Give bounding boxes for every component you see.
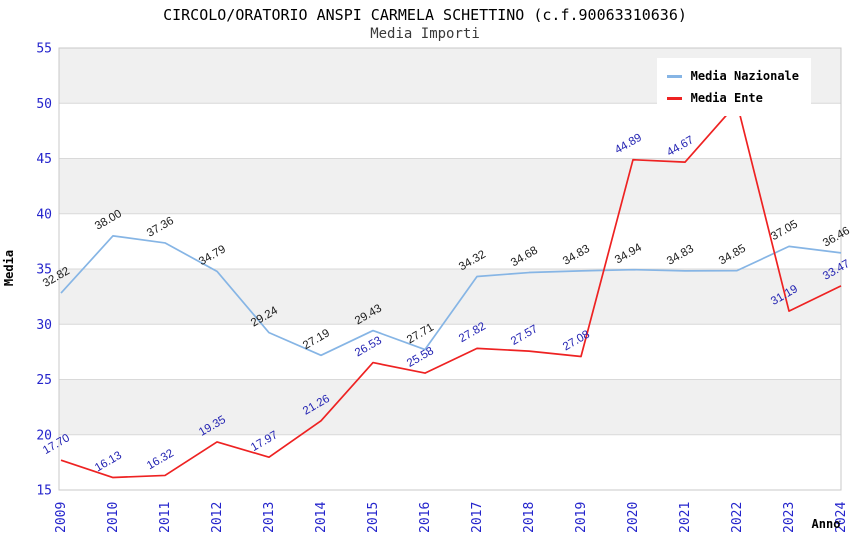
x-tick-label: 2019 [574,502,589,533]
x-tick-label: 2014 [314,502,329,533]
chart-title: CIRCOLO/ORATORIO ANSPI CARMELA SCHETTINO… [163,6,687,24]
point-label: 34.83 [561,243,592,268]
x-tick-label: 2017 [470,502,485,533]
series-line-ente [60,102,842,479]
point-label: 34.79 [197,243,228,268]
x-tick-label: 2012 [210,502,225,533]
point-label: 16.32 [145,447,176,472]
y-tick-label: 35 [36,263,52,278]
y-axis-title: Media [2,250,16,286]
point-label: 16.13 [93,450,124,475]
x-tick-label: 2021 [678,502,693,533]
y-tick-label: 55 [36,42,52,57]
point-label: 34.94 [613,241,644,266]
point-label: 36.46 [821,225,850,250]
point-label: 25.58 [405,345,436,370]
point-label: 27.08 [561,329,592,354]
legend-item-ente: Media Ente [666,87,799,109]
plot-band [59,158,841,214]
point-label: 34.85 [717,243,748,268]
legend-swatch-nazionale-icon [666,74,682,78]
x-tick-label: 2015 [366,502,381,533]
legend-swatch-ente-icon [666,96,682,100]
point-label: 27.71 [405,322,436,347]
x-tick-label: 2020 [626,502,641,533]
legend-item-nazionale: Media Nazionale [666,65,799,87]
series-line-nazionale [60,235,842,357]
point-label: 34.83 [665,243,696,268]
point-label: 37.36 [145,215,176,240]
y-tick-label: 30 [36,318,52,333]
x-tick-label: 2010 [106,502,121,533]
y-tick-label: 45 [36,152,52,167]
x-tick-label: 2024 [834,502,849,533]
x-tick-label: 2018 [522,502,537,533]
x-axis-title: Anno [812,517,841,531]
x-tick-label: 2016 [418,502,433,533]
point-label: 37.05 [769,218,800,243]
x-tick-label: 2023 [782,502,797,533]
point-label: 27.57 [509,323,540,348]
y-tick-label: 25 [36,373,52,388]
y-tick-label: 15 [36,484,52,499]
y-tick-label: 20 [36,428,52,443]
y-tick-label: 40 [36,207,52,222]
x-tick-label: 2013 [262,502,277,533]
chart-subtitle: Media Importi [370,26,480,42]
legend-label-ente: Media Ente [690,91,763,105]
point-label: 27.19 [301,327,332,352]
x-tick-label: 2011 [158,502,173,533]
point-label: 34.68 [509,245,540,270]
x-tick-label: 2009 [54,502,69,533]
plot-band [59,379,841,435]
legend: Media Nazionale Media Ente [656,58,811,116]
y-tick-label: 50 [36,97,52,112]
plot-band [59,269,841,325]
x-tick-label: 2022 [730,502,745,533]
legend-label-nazionale: Media Nazionale [690,69,799,83]
plot-border [58,47,842,491]
point-label: 44.89 [613,132,644,157]
